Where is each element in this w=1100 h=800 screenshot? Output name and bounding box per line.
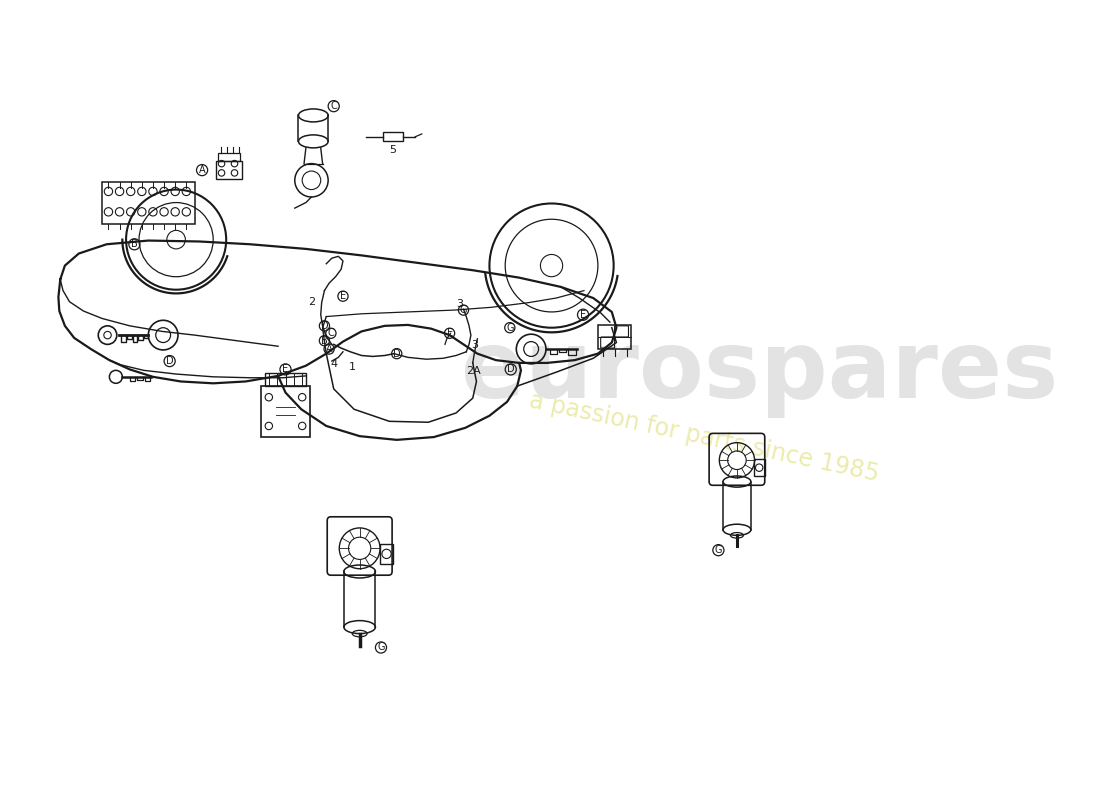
Text: 3: 3	[456, 299, 463, 310]
Text: 2: 2	[308, 298, 316, 307]
Text: C: C	[328, 328, 334, 338]
Text: 1: 1	[349, 362, 355, 372]
Text: 2A: 2A	[466, 366, 481, 376]
Text: G: G	[460, 305, 467, 315]
Text: 5: 5	[389, 145, 396, 154]
Text: E: E	[283, 365, 288, 374]
Text: 4: 4	[330, 358, 338, 369]
Text: A: A	[199, 165, 206, 175]
Text: E: E	[340, 291, 346, 301]
Text: G: G	[715, 545, 722, 555]
Text: D: D	[507, 365, 515, 374]
Text: G: G	[377, 642, 385, 653]
Text: G: G	[506, 322, 514, 333]
Text: B: B	[321, 336, 328, 346]
Text: E: E	[447, 328, 452, 338]
Text: A: A	[326, 344, 332, 354]
Text: a passion for parts since 1985: a passion for parts since 1985	[527, 388, 881, 486]
Text: D: D	[320, 321, 328, 331]
Text: eurospares: eurospares	[461, 326, 1059, 418]
Text: E: E	[580, 310, 586, 320]
Text: D: D	[166, 356, 174, 366]
Text: D: D	[393, 349, 400, 358]
Text: B: B	[131, 239, 138, 250]
Text: C: C	[330, 101, 337, 111]
Text: 3: 3	[471, 340, 477, 350]
